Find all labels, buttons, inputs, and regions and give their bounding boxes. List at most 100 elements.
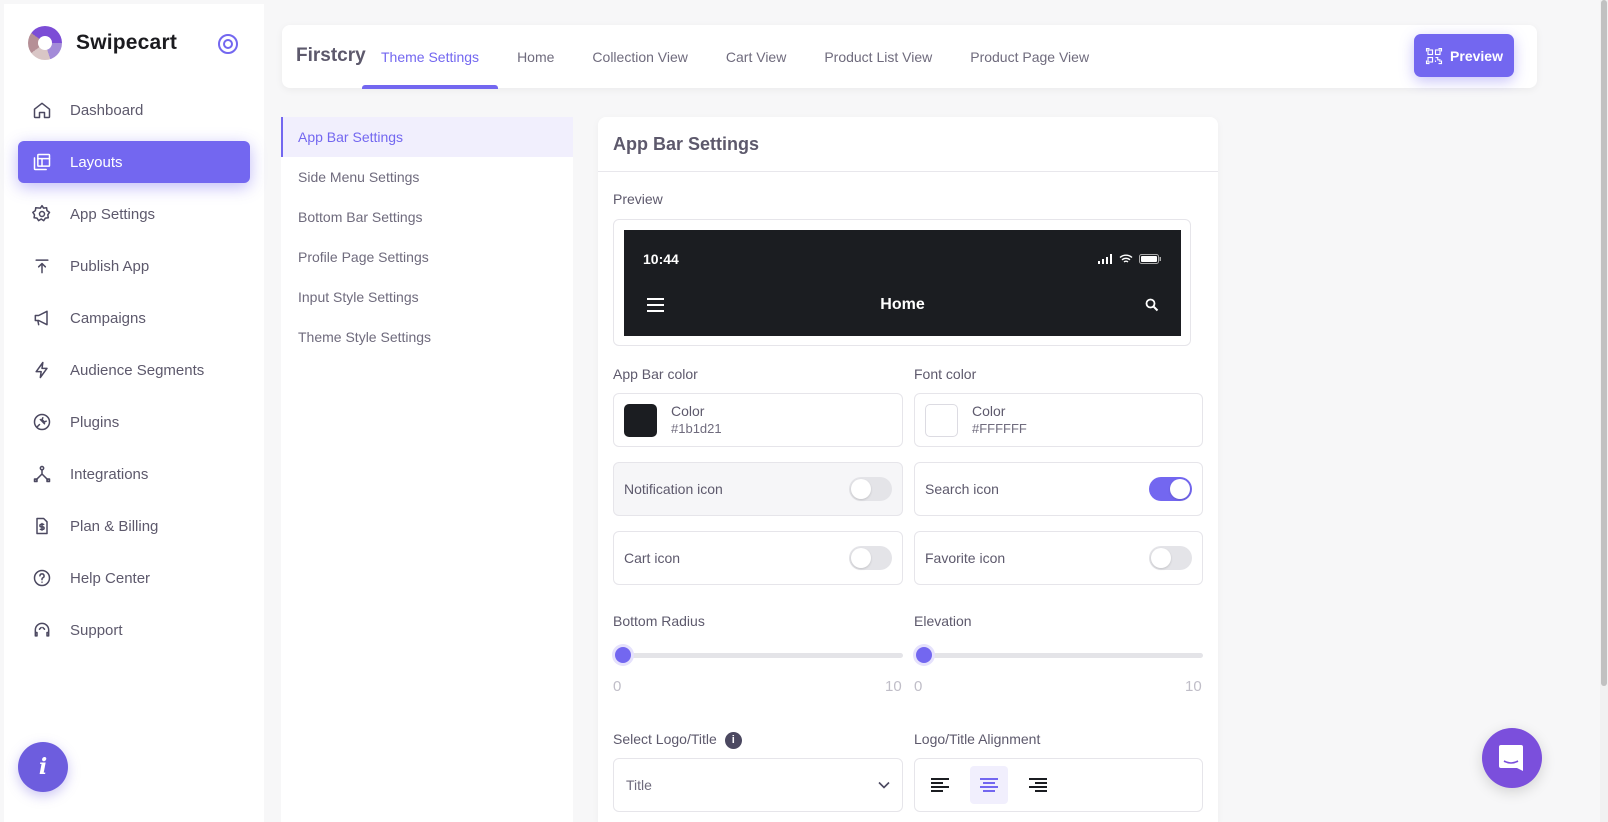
align-left-button[interactable] xyxy=(921,766,959,804)
headset-icon xyxy=(32,620,52,640)
align-right-icon xyxy=(1029,778,1047,792)
tab-home[interactable]: Home xyxy=(517,48,555,65)
sidebar-item-label: Support xyxy=(70,621,123,639)
settings-item-bottom-bar[interactable]: Bottom Bar Settings xyxy=(298,209,423,225)
cart-icon-toggle[interactable] xyxy=(849,546,892,570)
phone-app-bar-mock: 10:44 Home xyxy=(624,230,1181,336)
app-bar-color-value: #1b1d21 xyxy=(671,421,722,436)
search-icon-toggle[interactable] xyxy=(1149,477,1192,501)
sidebar-item-help-center[interactable]: Help Center xyxy=(18,557,250,599)
bottom-radius-max: 10 xyxy=(885,678,902,695)
alignment-group xyxy=(914,758,1203,812)
tab-cart-view[interactable]: Cart View xyxy=(725,48,787,65)
sidebar-toggle-button[interactable] xyxy=(218,34,238,54)
sidebar-item-app-settings[interactable]: App Settings xyxy=(18,193,250,235)
sidebar-item-support[interactable]: Support xyxy=(18,609,250,651)
bottom-radius-min: 0 xyxy=(613,678,622,695)
app-bar-color-picker[interactable]: Color #1b1d21 xyxy=(613,393,903,447)
info-icon[interactable]: i xyxy=(724,731,742,749)
brand-name: Swipecart xyxy=(76,31,178,54)
sidebar-item-label: Campaigns xyxy=(70,309,146,327)
sidebar-item-audience-segments[interactable]: Audience Segments xyxy=(18,349,250,391)
gear-icon xyxy=(32,204,52,224)
align-center-icon xyxy=(980,778,998,792)
signal-icon xyxy=(1098,254,1112,264)
notification-icon-toggle[interactable] xyxy=(849,477,892,501)
megaphone-icon xyxy=(32,308,52,328)
battery-icon xyxy=(1139,254,1161,264)
tab-product-list-view[interactable]: Product List View xyxy=(824,48,933,65)
page-scrollbar[interactable] xyxy=(1600,0,1608,822)
billing-icon xyxy=(32,516,52,536)
swipecart-logo-icon xyxy=(28,26,62,60)
wifi-icon xyxy=(1119,254,1133,263)
settings-item-side-menu[interactable]: Side Menu Settings xyxy=(298,169,420,185)
upload-icon xyxy=(32,256,52,276)
tab-collection-view[interactable]: Collection View xyxy=(592,48,688,65)
sidebar-item-publish-app[interactable]: Publish App xyxy=(18,245,250,287)
elevation-min: 0 xyxy=(914,678,923,695)
sidebar-item-plan-billing[interactable]: Plan & Billing xyxy=(18,505,250,547)
bottom-radius-slider[interactable] xyxy=(615,647,903,663)
tab-bar: Theme Settings Home Collection View Cart… xyxy=(362,25,1108,89)
settings-item-theme-style[interactable]: Theme Style Settings xyxy=(298,329,432,345)
font-color-picker[interactable]: Color #FFFFFF xyxy=(914,393,1203,447)
color-label: Color xyxy=(972,403,1006,419)
cart-icon-label: Cart icon xyxy=(624,550,681,566)
tab-theme-settings[interactable]: Theme Settings xyxy=(362,25,499,89)
favorite-icon-toggle[interactable] xyxy=(1149,546,1192,570)
search-icon xyxy=(1145,298,1159,312)
preview-section-label: Preview xyxy=(613,191,663,207)
sidebar-item-dashboard[interactable]: Dashboard xyxy=(18,89,250,131)
sidebar-item-integrations[interactable]: Integrations xyxy=(18,453,250,495)
elevation-slider[interactable] xyxy=(916,647,1203,663)
qr-code-icon xyxy=(1425,47,1443,64)
settings-item-profile-page[interactable]: Profile Page Settings xyxy=(298,249,429,265)
app-bar-settings-panel: App Bar Settings Preview 10:44 Home App … xyxy=(598,117,1218,822)
cart-icon-setting: Cart icon xyxy=(613,531,903,585)
store-name: Firstcry xyxy=(296,45,366,66)
slider-thumb[interactable] xyxy=(916,647,932,663)
notification-icon-label: Notification icon xyxy=(624,481,723,497)
sidebar-item-label: Help Center xyxy=(70,569,151,587)
app-bar-color-label: App Bar color xyxy=(613,366,698,382)
sidebar-item-layouts[interactable]: Layouts xyxy=(18,141,250,183)
align-center-button[interactable] xyxy=(970,766,1008,804)
color-label: Color xyxy=(671,403,705,419)
app-bar-color-swatch xyxy=(624,403,657,437)
sidebar-item-label: Plan & Billing xyxy=(70,517,159,535)
panel-title: App Bar Settings xyxy=(598,117,1218,172)
select-logo-title-text: Select Logo/Title xyxy=(613,731,717,747)
info-button[interactable]: i xyxy=(18,742,68,792)
sidebar-item-campaigns[interactable]: Campaigns xyxy=(18,297,250,339)
preview-button[interactable]: Preview xyxy=(1414,34,1514,77)
logo-title-selected-value: Title xyxy=(626,777,652,793)
settings-item-app-bar[interactable]: App Bar Settings xyxy=(281,117,573,157)
logo-title-select[interactable]: Title xyxy=(613,758,903,812)
status-time: 10:44 xyxy=(643,251,679,267)
slider-thumb[interactable] xyxy=(615,647,631,663)
favorite-icon-label: Favorite icon xyxy=(925,550,1006,566)
favorite-icon-setting: Favorite icon xyxy=(914,531,1203,585)
search-icon-setting: Search icon xyxy=(914,462,1203,516)
bolt-icon xyxy=(32,360,52,380)
sidebar-item-label: App Settings xyxy=(70,205,156,223)
status-icons xyxy=(1098,254,1161,264)
settings-item-input-style[interactable]: Input Style Settings xyxy=(298,289,419,305)
sidebar-item-label: Layouts xyxy=(70,153,123,171)
sidebar-item-label: Dashboard xyxy=(70,101,144,119)
sidebar-item-label: Plugins xyxy=(70,413,120,431)
align-right-button[interactable] xyxy=(1019,766,1057,804)
chat-support-button[interactable] xyxy=(1482,728,1542,788)
brand[interactable]: Swipecart xyxy=(28,26,177,60)
chevron-down-icon xyxy=(878,781,890,789)
plug-icon xyxy=(32,412,52,432)
sidebar-item-label: Audience Segments xyxy=(70,361,205,379)
app-bar-title: Home xyxy=(880,296,925,313)
sidebar: Swipecart Dashboard Layouts App Settings… xyxy=(4,4,264,822)
tab-product-page-view[interactable]: Product Page View xyxy=(970,48,1090,65)
top-navigation: Firstcry Theme Settings Home Collection … xyxy=(282,25,1537,89)
align-left-icon xyxy=(931,778,949,792)
sidebar-item-plugins[interactable]: Plugins xyxy=(18,401,250,443)
layouts-icon xyxy=(32,152,52,172)
